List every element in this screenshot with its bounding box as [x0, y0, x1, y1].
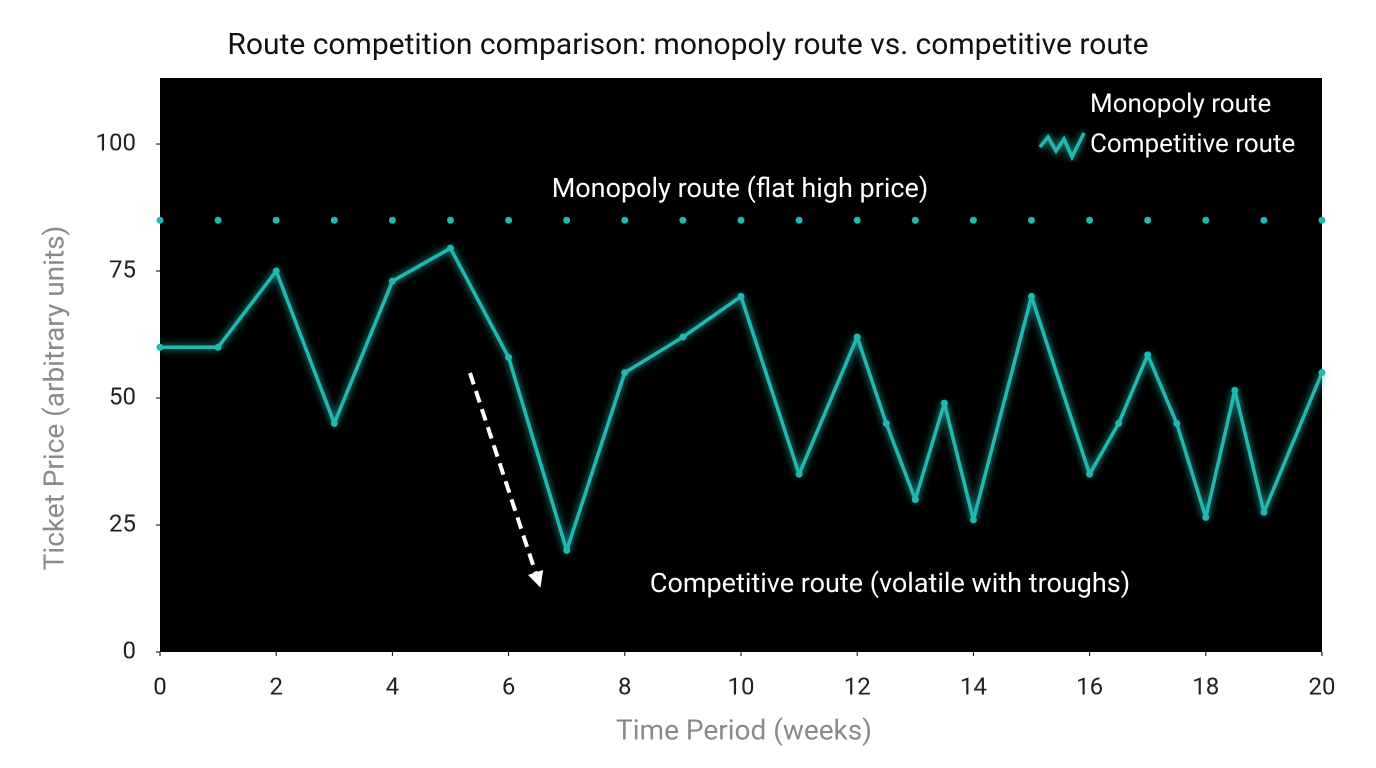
y-tick-label: 100: [96, 128, 136, 156]
x-tick-label: 18: [1192, 672, 1219, 700]
data-point: [563, 546, 571, 554]
data-point: [563, 216, 571, 224]
data-point: [214, 216, 222, 224]
legend-label: Competitive route: [1090, 129, 1295, 159]
data-point: [388, 216, 396, 224]
data-point: [1086, 216, 1094, 224]
data-point: [330, 216, 338, 224]
y-axis-label: Ticket Price (arbitrary units): [37, 226, 70, 571]
data-point: [272, 267, 280, 275]
x-axis-label: Time Period (weeks): [616, 713, 872, 746]
data-point: [621, 216, 629, 224]
data-point: [156, 343, 164, 351]
data-point: [795, 216, 803, 224]
data-point: [737, 292, 745, 300]
data-point: [940, 399, 948, 407]
data-point: [1144, 351, 1152, 359]
x-tick-label: 0: [153, 672, 167, 700]
data-point: [1115, 419, 1123, 427]
data-point: [679, 216, 687, 224]
legend-label: Monopoly route: [1090, 89, 1271, 119]
data-point: [911, 496, 919, 504]
data-point: [505, 353, 513, 361]
data-point: [1260, 216, 1268, 224]
data-point: [505, 216, 513, 224]
y-tick-label: 25: [109, 509, 136, 537]
x-tick-label: 20: [1309, 672, 1336, 700]
x-tick-label: 2: [269, 672, 283, 700]
data-point: [969, 216, 977, 224]
x-tick-label: 10: [728, 672, 755, 700]
x-tick-label: 16: [1076, 672, 1103, 700]
data-point: [1202, 513, 1210, 521]
data-point: [1318, 369, 1326, 377]
data-point: [156, 216, 164, 224]
y-tick-label: 75: [109, 255, 136, 283]
data-point: [272, 216, 280, 224]
data-point: [853, 333, 861, 341]
data-point: [911, 216, 919, 224]
data-point: [388, 277, 396, 285]
annotation-arrow: [468, 372, 544, 588]
x-tick-label: 6: [502, 672, 516, 700]
data-point: [679, 333, 687, 341]
plot-area: [160, 78, 1322, 652]
y-tick-label: 0: [123, 636, 137, 664]
data-point: [1028, 292, 1035, 300]
x-tick-label: 14: [960, 672, 987, 700]
data-point: [853, 216, 861, 224]
data-point: [737, 216, 745, 224]
x-tick-label: 12: [844, 672, 871, 700]
data-point: [1173, 419, 1181, 427]
x-tick-label: 8: [618, 672, 632, 700]
legend-swatch: [1038, 132, 1086, 162]
data-point: [969, 516, 977, 524]
data-point: [1086, 470, 1094, 478]
data-point: [214, 343, 222, 351]
data-point: [621, 369, 629, 377]
x-tick-label: 4: [386, 672, 400, 700]
data-point: [1231, 386, 1239, 394]
data-point: [447, 244, 454, 252]
series-line: [160, 246, 1324, 553]
data-point: [1202, 216, 1210, 224]
y-tick-label: 50: [109, 382, 136, 410]
data-point: [1318, 216, 1326, 224]
data-point: [795, 470, 803, 478]
data-point: [882, 419, 890, 427]
data-point: [447, 216, 454, 224]
data-point: [1028, 216, 1035, 224]
annotation: Monopoly route (flat high price): [552, 172, 929, 204]
data-point: [330, 419, 338, 427]
data-point: [1144, 216, 1152, 224]
annotation: Competitive route (volatile with troughs…: [650, 567, 1130, 599]
chart-title: Route competition comparison: monopoly r…: [227, 27, 1148, 62]
data-point: [1260, 508, 1268, 516]
